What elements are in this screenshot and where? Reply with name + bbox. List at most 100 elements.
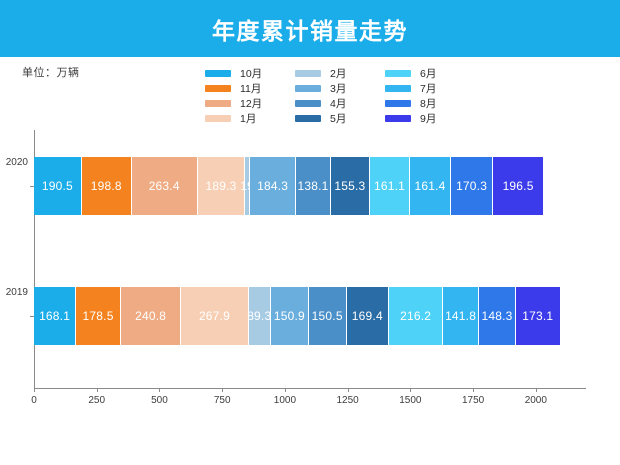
bar-segment-value: 184.3 xyxy=(257,179,289,193)
bar-segment-value: 150.5 xyxy=(311,309,343,323)
x-axis-tick xyxy=(410,388,412,392)
x-axis-tick xyxy=(159,388,161,392)
bar-segment[interactable]: 173.1 xyxy=(516,287,560,345)
bar-segment-value: 141.8 xyxy=(445,309,477,323)
bar-segment[interactable]: 168.1 xyxy=(34,287,77,345)
legend-label: 3月 xyxy=(330,83,347,95)
legend-swatch-icon xyxy=(205,115,231,122)
bar-segment-value: 161.1 xyxy=(374,179,406,193)
bar-segment-value: 161.4 xyxy=(414,179,446,193)
x-axis-tick xyxy=(96,388,98,392)
legend-label: 4月 xyxy=(330,98,347,110)
bar-segment[interactable]: 170.3 xyxy=(450,157,494,215)
bar-segment-value: 189.3 xyxy=(205,179,237,193)
y-axis-tick-2020 xyxy=(30,186,34,187)
bar-segment[interactable]: 148.3 xyxy=(478,287,517,345)
legend-item[interactable]: 7月 xyxy=(385,81,475,96)
legend-label: 9月 xyxy=(420,113,437,125)
y-axis-line xyxy=(34,130,35,388)
legend-swatch-icon xyxy=(295,70,321,77)
legend-item[interactable]: 3月 xyxy=(295,81,385,96)
bar-segment-value: 178.5 xyxy=(82,309,114,323)
bar-segment[interactable]: 190.5 xyxy=(34,157,82,215)
stacked-bar-2020: 190.5 198.8 263.4 189.3 19 184.3 138.1 155.3 161… xyxy=(34,157,543,215)
bar-segment[interactable]: 155.3 xyxy=(330,157,370,215)
x-axis-tick-label: 750 xyxy=(213,395,231,406)
legend-swatch-icon xyxy=(205,70,231,77)
legend-item[interactable]: 6月 xyxy=(385,66,475,81)
legend-item[interactable]: 11月 xyxy=(205,81,295,96)
bar-segment-value: 216.2 xyxy=(400,309,432,323)
bar-segment-value: 155.3 xyxy=(334,179,366,193)
legend-item[interactable]: 4月 xyxy=(295,96,385,111)
bar-segment-value: 198.8 xyxy=(90,179,122,193)
bar-segment[interactable]: 240.8 xyxy=(120,287,182,345)
bar-segment[interactable]: 263.4 xyxy=(131,157,198,215)
legend-swatch-icon xyxy=(385,70,411,77)
x-axis-line xyxy=(34,388,586,389)
x-axis-tick xyxy=(473,388,475,392)
legend-label: 6月 xyxy=(420,68,437,80)
unit-label: 单位：万辆 xyxy=(22,67,80,79)
x-axis-tick-label: 500 xyxy=(151,395,168,406)
bar-segment[interactable]: 196.5 xyxy=(493,157,543,215)
legend-label: 7月 xyxy=(420,83,437,95)
bar-segment-value: 240.8 xyxy=(135,309,167,323)
bar-segment-value: 196.5 xyxy=(502,179,534,193)
bar-segment-value: 89.3 xyxy=(247,309,272,323)
bar-segment-value: 267.9 xyxy=(198,309,230,323)
bar-segment[interactable]: 150.5 xyxy=(308,287,347,345)
page-title: 年度累计销量走势 xyxy=(212,17,408,44)
legend-item[interactable]: 2月 xyxy=(295,66,385,81)
legend-swatch-icon xyxy=(205,100,231,107)
bar-segment[interactable]: 161.4 xyxy=(410,157,451,215)
bar-segment[interactable]: 198.8 xyxy=(81,157,132,215)
bar-segment[interactable]: 161.1 xyxy=(369,157,411,215)
legend-item[interactable]: 1月 xyxy=(205,111,295,126)
y-axis-tick-2019 xyxy=(30,316,34,317)
bar-segment-value: 150.9 xyxy=(273,309,305,323)
x-axis-tick-label: 0 xyxy=(31,395,37,406)
bar-segment[interactable]: 141.8 xyxy=(443,287,479,345)
legend-label: 2月 xyxy=(330,68,347,80)
bar-segment[interactable]: 184.3 xyxy=(250,157,297,215)
legend-swatch-icon xyxy=(205,85,231,92)
bar-segment-value: 138.1 xyxy=(297,179,329,193)
legend-swatch-icon xyxy=(295,85,321,92)
bar-segment[interactable]: 138.1 xyxy=(296,157,331,215)
bar-segment[interactable]: 150.9 xyxy=(270,287,309,345)
bar-segment-value: 168.1 xyxy=(39,309,71,323)
legend-item[interactable]: 10月 xyxy=(205,66,295,81)
legend-swatch-icon xyxy=(385,85,411,92)
legend-label: 11月 xyxy=(240,83,262,95)
bar-segment[interactable]: 216.2 xyxy=(389,287,444,345)
legend-label: 10月 xyxy=(240,68,263,80)
x-axis-tick xyxy=(222,388,224,392)
x-axis-tick-label: 1250 xyxy=(336,395,359,406)
bar-row-2019: 2019 168.1 178.5 240.8 267.9 89.3 150.9 150.5 1… xyxy=(6,287,560,345)
bar-segment[interactable]: 189.3 xyxy=(197,157,246,215)
chart-legend: 10月 11月 12月 1月 2月 3月 4月 5月 6月 7月 8月 9月 xyxy=(205,66,475,126)
bar-segment-value: 263.4 xyxy=(148,179,180,193)
y-axis-label-2020: 2020 xyxy=(5,157,28,168)
legend-item[interactable]: 9月 xyxy=(385,111,475,126)
bar-segment-value: 190.5 xyxy=(41,179,73,193)
x-axis-tick xyxy=(34,388,35,392)
bar-segment-value: 148.3 xyxy=(481,309,513,323)
legend-item[interactable]: 5月 xyxy=(295,111,385,126)
legend-item[interactable]: 12月 xyxy=(205,96,295,111)
legend-item[interactable]: 8月 xyxy=(385,96,475,111)
legend-label: 12月 xyxy=(240,98,263,110)
legend-swatch-icon xyxy=(385,100,411,107)
bar-segment-value: 170.3 xyxy=(456,179,488,193)
bar-segment-value: 173.1 xyxy=(522,309,554,323)
bar-segment[interactable]: 89.3 xyxy=(247,287,272,345)
bar-segment[interactable]: 267.9 xyxy=(181,287,249,345)
x-axis-tick-label: 1500 xyxy=(399,395,422,406)
bar-segment[interactable]: 169.4 xyxy=(346,287,390,345)
bar-row-2020: 2020 190.5 198.8 263.4 189.3 19 184.3 138.1 155… xyxy=(6,157,543,215)
x-axis-tick-label: 1750 xyxy=(461,395,485,406)
bar-segment[interactable]: 178.5 xyxy=(76,287,121,345)
x-axis-tick-label: 2000 xyxy=(524,395,547,406)
bar-segment-value: 169.4 xyxy=(351,309,383,323)
